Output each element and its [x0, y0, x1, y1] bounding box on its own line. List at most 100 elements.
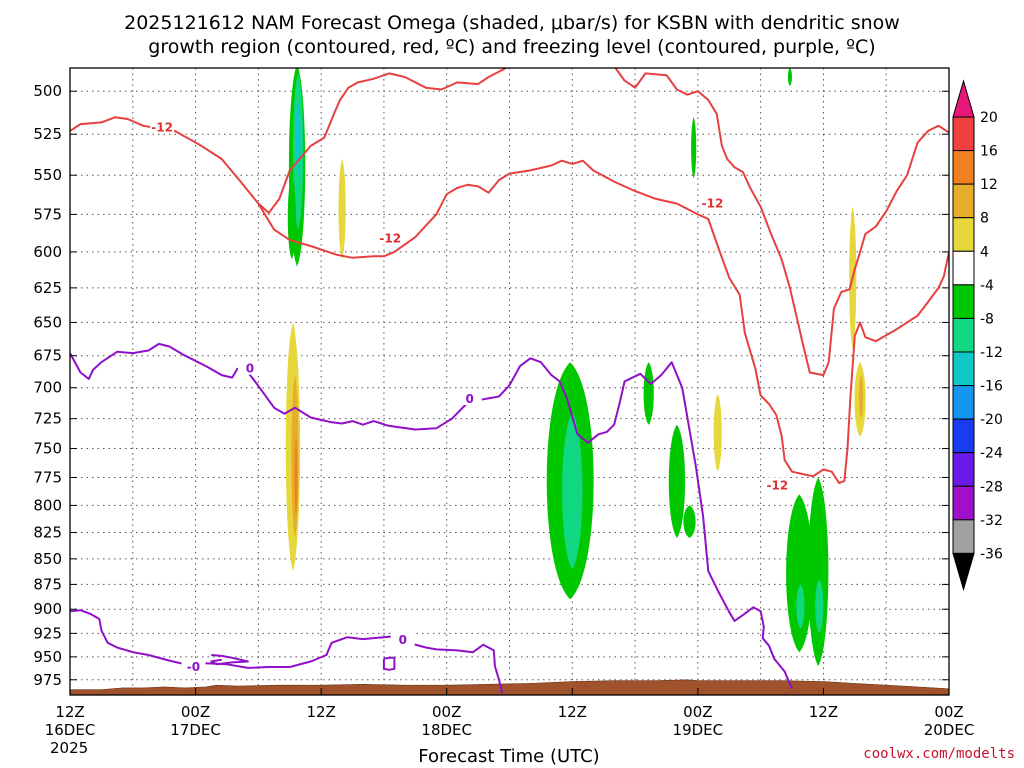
colorbar-segment: [952, 519, 975, 554]
y-tick-label: 800: [33, 496, 62, 514]
y-tick-label: 550: [33, 166, 62, 184]
omega-cell: [796, 584, 805, 629]
omega-cell: [668, 424, 686, 538]
y-tick-label: 650: [33, 313, 62, 331]
colorbar-segment: [952, 150, 975, 185]
colorbar-label: 12: [980, 177, 998, 193]
colorbar: 20 16 12 8 4 -4 -8 -12 -16 -20 -24 -28 -32 -36: [952, 79, 1003, 592]
y-tick-label: 975: [33, 671, 62, 689]
colorbar-label: -32: [980, 513, 1003, 529]
colorbar-segment: [952, 385, 975, 420]
colorbar-label: -8: [980, 311, 994, 327]
colorbar-label: -4: [980, 278, 994, 294]
contour-label-bg: [765, 477, 790, 492]
omega-cell: [691, 117, 697, 179]
credit-text: coolwx.com/modelts: [863, 746, 1015, 762]
x-tick-label: 12Z: [558, 703, 587, 721]
dgz-contour-line: [614, 68, 949, 377]
freezing-level-contour-line: [70, 609, 504, 694]
colorbar-label: 4: [980, 244, 989, 260]
colorbar-segment: [952, 183, 975, 219]
x-tick-label: 12Z: [55, 703, 84, 721]
y-tick-label: 675: [33, 347, 62, 365]
contour-label-bg: [390, 632, 415, 647]
contour-label-bg: [237, 360, 262, 375]
colorbar-label: -20: [980, 412, 1003, 428]
y-tick-label: 725: [33, 410, 62, 428]
omega-cell: [338, 159, 346, 260]
colorbar-top-arrow: [952, 79, 975, 118]
colorbar-segment: [952, 418, 975, 454]
y-tick-label: 825: [33, 524, 62, 542]
y-tick-label: 750: [33, 440, 62, 458]
y-tick-label: 625: [33, 279, 62, 297]
contour-label-bg: [700, 195, 725, 210]
colorbar-label: -36: [980, 546, 1003, 562]
chart-title-line1: 2025121612 NAM Forecast Omega (shaded, μ…: [124, 12, 900, 34]
colorbar-label: 8: [980, 211, 989, 227]
y-tick-label: 600: [33, 243, 62, 261]
omega-cell: [787, 68, 792, 86]
omega-cell: [295, 99, 301, 176]
omega-cell: [815, 579, 824, 634]
x-axis-label: Forecast Time (UTC): [418, 746, 599, 767]
omega-cell: [713, 394, 722, 472]
y-tick-label: 850: [33, 550, 62, 568]
x-tick-label: 17DEC: [170, 721, 221, 739]
colorbar-segment: [952, 452, 975, 487]
freezing-level-contour-line: [210, 654, 249, 666]
x-tick-label: 00Z: [683, 703, 712, 721]
colorbar-bottom-arrow: [952, 552, 975, 592]
x-tick-label: 00Z: [432, 703, 461, 721]
x-tick-label: 19DEC: [673, 721, 724, 739]
contour-label: -12: [702, 197, 724, 211]
omega-cell: [287, 175, 296, 260]
y-tick-label: 775: [33, 468, 62, 486]
contour-label-bg: [378, 230, 403, 245]
colorbar-label: 16: [980, 144, 998, 160]
freezing-level-contour-line: [70, 342, 793, 690]
colorbar-segment: [952, 116, 975, 152]
contour-label: -12: [151, 120, 173, 134]
omega-cell: [786, 494, 813, 653]
contour-label: 0: [466, 392, 474, 406]
y-tick-label: 875: [33, 575, 62, 593]
x-tick-label: 18DEC: [421, 721, 472, 739]
x-tick-label: 2025: [50, 739, 88, 757]
colorbar-segment: [952, 317, 975, 353]
freezing-level-contour-line: [382, 656, 396, 671]
plot-frame: [69, 67, 950, 696]
x-tick-label: 00Z: [934, 703, 963, 721]
omega-cell: [562, 412, 583, 570]
contour-label: -12: [379, 232, 401, 246]
colorbar-segment: [952, 217, 975, 252]
terrain-fill: [70, 679, 949, 695]
colorbar-segment: [952, 485, 975, 521]
omega-cell: [683, 505, 696, 538]
contour-label: 0: [399, 633, 407, 647]
x-tick-label: 20DEC: [924, 721, 975, 739]
colorbar-segment: [952, 284, 975, 319]
y-tick-label: 575: [33, 205, 62, 223]
omega-cell: [807, 477, 829, 667]
chart-title-line2: growth region (contoured, red, ºC) and f…: [148, 36, 875, 58]
contour-label: -0: [187, 660, 200, 674]
colorbar-label: 20: [980, 110, 998, 126]
contour-label-bg: [181, 659, 206, 674]
colorbar-label: -12: [980, 345, 1003, 361]
y-tick-label: 900: [33, 600, 62, 618]
colorbar-segment: [952, 250, 975, 286]
contour-lines: [70, 68, 949, 694]
y-tick-label: 525: [33, 125, 62, 143]
terrain-area: [70, 679, 949, 695]
colorbar-label: -16: [980, 379, 1003, 395]
contour-label-bg: [150, 119, 175, 134]
x-tick-label: 12Z: [809, 703, 838, 721]
omega-cell: [643, 362, 654, 425]
omega-cell: [294, 436, 298, 517]
omega-shading: [285, 68, 866, 667]
contour-label: 0: [246, 362, 254, 376]
x-tick-label: 12Z: [306, 703, 335, 721]
